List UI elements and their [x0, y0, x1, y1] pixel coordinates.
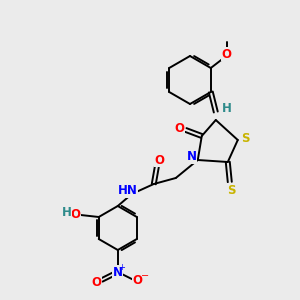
- Text: H: H: [62, 206, 72, 220]
- Text: O: O: [155, 154, 165, 166]
- Text: N: N: [187, 151, 197, 164]
- Text: N: N: [113, 266, 123, 278]
- Text: O: O: [71, 208, 81, 220]
- Text: O: O: [222, 47, 232, 61]
- Text: O: O: [133, 274, 143, 287]
- Text: +: +: [118, 263, 125, 272]
- Text: O: O: [92, 277, 102, 290]
- Text: O: O: [175, 122, 185, 134]
- Text: −: −: [141, 271, 149, 281]
- Text: HN: HN: [118, 184, 138, 197]
- Text: S: S: [227, 184, 236, 196]
- Text: S: S: [242, 133, 250, 146]
- Text: H: H: [222, 101, 232, 115]
